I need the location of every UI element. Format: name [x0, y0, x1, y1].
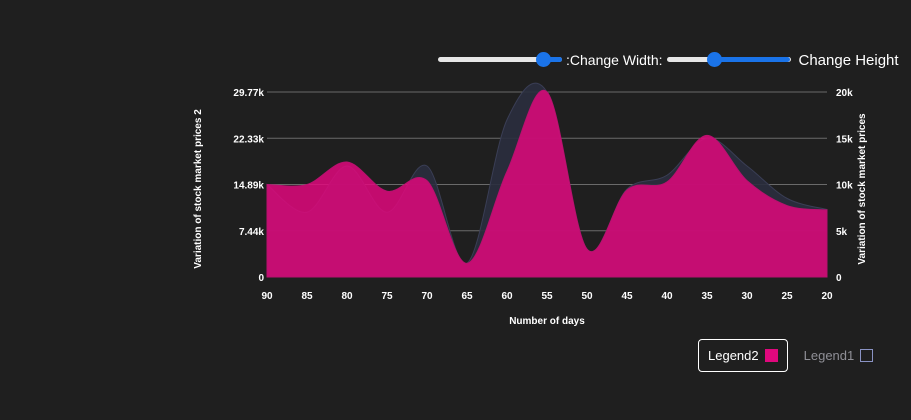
- y-right-tick-label: 10k: [836, 181, 853, 192]
- y-axis-right-title: Variation of stock market prices: [857, 113, 868, 265]
- height-slider-thumb[interactable]: [707, 52, 723, 67]
- width-slider-thumb[interactable]: [535, 52, 551, 67]
- legend-item-legend1[interactable]: Legend1: [794, 339, 884, 372]
- chart-legend: Legend2 Legend1: [698, 339, 883, 372]
- legend-swatch-legend2: [764, 349, 778, 362]
- legend-item-legend2[interactable]: Legend2: [698, 339, 788, 372]
- series-areas: [266, 82, 828, 278]
- x-tick-label: 65: [461, 291, 473, 302]
- axes: 90 85 80 75 70 65 60 55 50 45 40 35 30 25 2007.44k14.8…: [233, 88, 853, 302]
- x-tick-label: 20: [821, 291, 833, 302]
- height-slider[interactable]: [665, 50, 793, 70]
- y-right-tick-label: 20k: [836, 88, 853, 99]
- x-tick-label: 75: [381, 291, 393, 302]
- series-area-legend2: [266, 89, 828, 278]
- width-slider-fill: [543, 57, 562, 62]
- height-slider-fill: [714, 57, 791, 62]
- x-tick-label: 30: [741, 291, 753, 302]
- x-tick-label: 70: [421, 291, 433, 302]
- y-left-tick-label: 7.44k: [239, 227, 264, 238]
- x-tick-label: 50: [581, 291, 593, 302]
- x-axis-title: Number of days: [509, 316, 585, 327]
- x-tick-label: 35: [701, 291, 713, 302]
- y-right-tick-label: 5k: [836, 227, 848, 238]
- y-left-tick-label: 29.77k: [233, 88, 264, 99]
- y-left-tick-label: 22.33k: [233, 134, 264, 145]
- y-left-tick-label: 0: [258, 273, 264, 284]
- height-label: Change Height: [798, 51, 899, 69]
- y-left-tick-label: 14.89k: [233, 181, 264, 192]
- x-tick-label: 55: [541, 291, 553, 302]
- y-right-tick-label: 0: [836, 273, 842, 284]
- width-slider-track: [438, 57, 562, 62]
- legend-label-legend1: Legend1: [803, 348, 855, 363]
- x-tick-label: 60: [501, 291, 513, 302]
- x-tick-label: 45: [621, 291, 633, 302]
- width-slider[interactable]: [436, 50, 564, 70]
- y-axis-left-title: Variation of stock market prices 2: [193, 109, 204, 269]
- x-tick-label: 40: [661, 291, 673, 302]
- width-label: :Change Width:: [566, 52, 663, 68]
- y-right-tick-label: 15k: [836, 134, 853, 145]
- legend-label-legend2: Legend2: [708, 348, 759, 363]
- x-tick-label: 80: [341, 291, 353, 302]
- size-controls: :Change Width: Change Height: [436, 50, 899, 70]
- x-tick-label: 90: [261, 291, 273, 302]
- x-tick-label: 85: [301, 291, 313, 302]
- legend-swatch-legend1: [860, 349, 874, 362]
- x-tick-label: 25: [781, 291, 793, 302]
